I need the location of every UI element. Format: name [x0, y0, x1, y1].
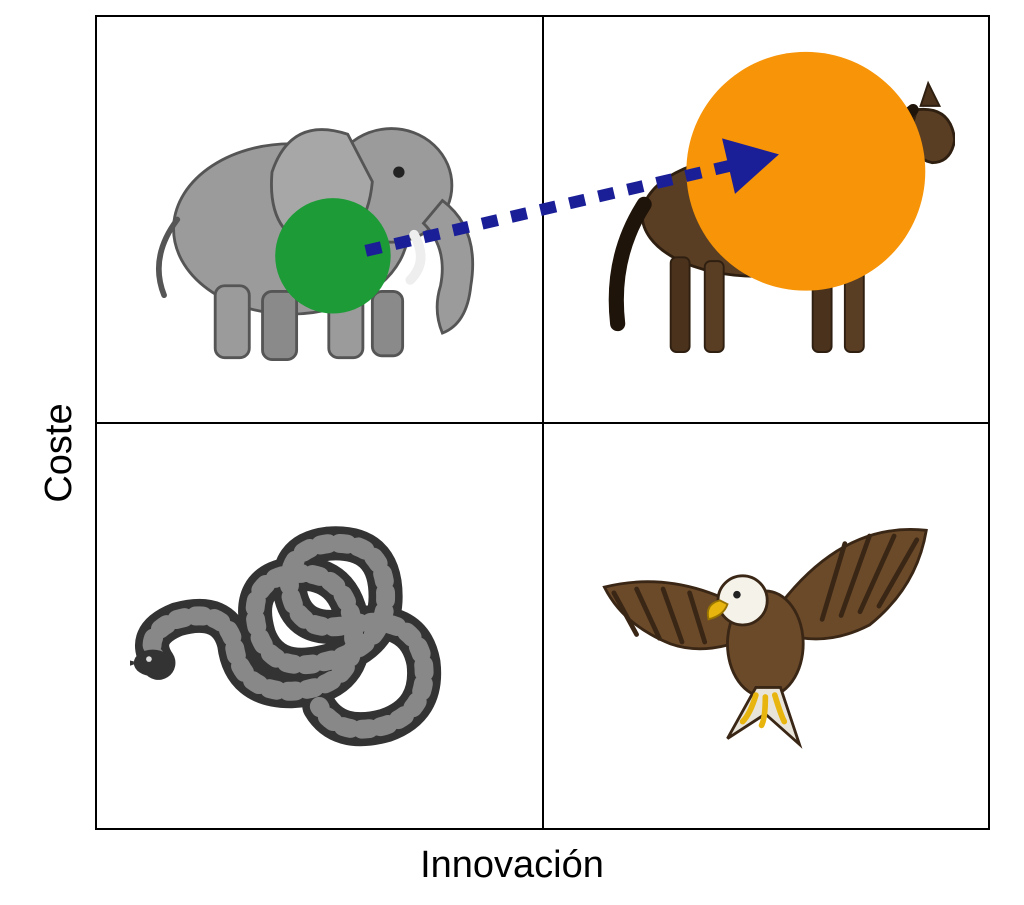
quadrant-top-right — [543, 17, 989, 423]
eagle-icon — [576, 483, 955, 767]
x-axis-label: Innovación — [420, 844, 604, 887]
y-axis-label: Coste — [38, 403, 81, 502]
quadrant-matrix — [95, 15, 990, 830]
snake-icon — [130, 483, 509, 767]
quadrant-bottom-right — [543, 423, 989, 829]
quadrant-bottom-left — [97, 423, 543, 829]
elephant-icon — [130, 68, 509, 371]
quadrant-top-left — [97, 17, 543, 423]
horse-icon — [576, 68, 955, 371]
